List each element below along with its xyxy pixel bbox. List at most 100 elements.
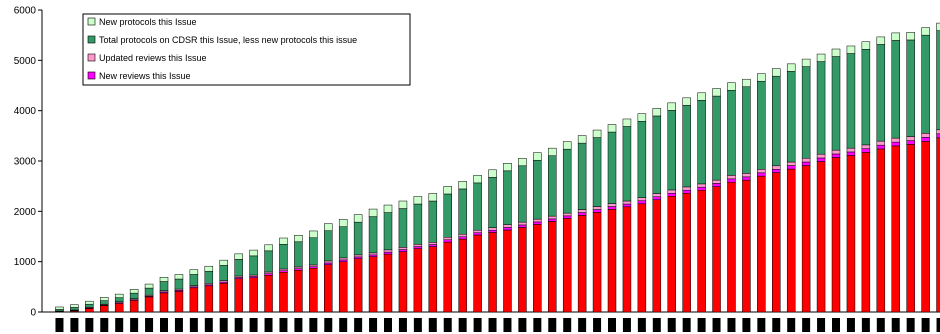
bar-segment: [861, 49, 871, 146]
bar-stack: [353, 214, 363, 313]
bar-segment: [801, 157, 811, 163]
bar-segment: [667, 110, 676, 191]
bar-segment: [906, 32, 915, 41]
bar-segment: [473, 232, 482, 236]
legend-swatch: [87, 53, 96, 62]
y-tick-label: 4000: [14, 106, 37, 117]
bar-segment: [413, 244, 423, 247]
bar-segment: [129, 292, 139, 299]
y-tick-label: 1000: [14, 257, 37, 268]
bar-segment: [816, 53, 826, 62]
bar-segment: [279, 271, 288, 313]
bar-segment: [338, 257, 348, 261]
bar-segment: [114, 303, 124, 313]
bar-segment: [712, 95, 721, 181]
bar-segment: [533, 152, 542, 161]
x-category-marker: [772, 318, 781, 332]
bar-segment: [533, 224, 542, 313]
bar-stack: [906, 32, 915, 313]
bar-segment: [428, 244, 438, 247]
bar-segment: [831, 153, 841, 158]
bar-segment: [324, 260, 333, 264]
bar-segment: [548, 221, 557, 313]
legend-box: [82, 13, 411, 86]
bar-segment: [577, 212, 587, 216]
x-category-marker: [861, 318, 870, 332]
bar-stack: [264, 244, 273, 313]
bar-stack: [249, 249, 258, 313]
bar-segment: [338, 219, 348, 227]
bar-stack: [189, 269, 199, 313]
bar-segment: [443, 186, 452, 195]
bar-segment: [443, 193, 452, 238]
bar-segment: [413, 196, 423, 205]
x-category-marker: [264, 318, 273, 332]
bar-segment: [324, 262, 333, 265]
x-category-marker: [712, 318, 721, 332]
bar-segment: [607, 203, 617, 207]
bar-segment: [204, 285, 214, 313]
bar-segment: [936, 137, 940, 313]
bar-segment: [144, 296, 154, 313]
x-category-marker: [817, 318, 826, 332]
bar-stack: [488, 169, 497, 313]
bar-segment: [801, 161, 811, 166]
legend-label: New protocols this Issue: [99, 17, 197, 27]
x-category-marker: [458, 318, 467, 332]
bar-segment: [742, 176, 751, 181]
legend-swatch: [87, 71, 96, 80]
bar-segment: [727, 175, 736, 180]
bar-segment: [682, 192, 691, 313]
bar-segment: [712, 183, 721, 187]
bar-segment: [577, 135, 587, 144]
bar-segment: [189, 269, 199, 275]
bar-segment: [368, 256, 378, 313]
bar-segment: [846, 155, 856, 313]
bar-segment: [383, 253, 393, 313]
bar-segment: [592, 212, 602, 313]
legend-label: Total protocols on CDSR this Issue, less…: [99, 35, 357, 45]
bar-segment: [562, 212, 572, 217]
bar-segment: [682, 97, 691, 106]
bar-segment: [353, 254, 363, 258]
x-category-marker: [682, 318, 691, 332]
bar-segment: [383, 204, 393, 213]
bar-segment: [727, 90, 736, 176]
x-category-marker: [503, 318, 512, 332]
bar-segment: [562, 215, 572, 219]
bar-segment: [831, 157, 841, 313]
bar-segment: [652, 196, 662, 201]
bar-stack: [503, 163, 512, 313]
x-category-marker: [413, 318, 422, 332]
bar-segment: [264, 275, 273, 313]
bar-segment: [592, 206, 602, 210]
bar-segment: [577, 215, 587, 313]
x-category-marker: [578, 318, 587, 332]
bar-segment: [607, 209, 617, 313]
bar-segment: [70, 304, 79, 308]
bar-segment: [772, 169, 781, 173]
legend-label: Updated reviews this Issue: [99, 53, 207, 63]
bar-segment: [353, 256, 363, 259]
bar-segment: [368, 254, 378, 257]
bar-segment: [652, 193, 662, 197]
x-category-marker: [697, 318, 706, 332]
bar-segment: [413, 203, 423, 245]
bar-segment: [264, 271, 273, 274]
bar-segment: [801, 58, 811, 67]
bar-segment: [592, 209, 602, 213]
bar-segment: [697, 92, 706, 101]
x-category-marker: [891, 318, 900, 332]
bar-segment: [518, 224, 527, 228]
x-category-marker: [533, 318, 542, 332]
bar-segment: [279, 268, 288, 271]
bar-segment: [189, 287, 199, 313]
bar-segment: [503, 229, 512, 313]
bar-segment: [816, 157, 826, 162]
bar-segment: [413, 246, 423, 249]
bar-segment: [637, 200, 647, 205]
bar-segment: [368, 216, 378, 254]
x-category-marker: [279, 318, 288, 332]
bar-stack: [921, 27, 930, 313]
